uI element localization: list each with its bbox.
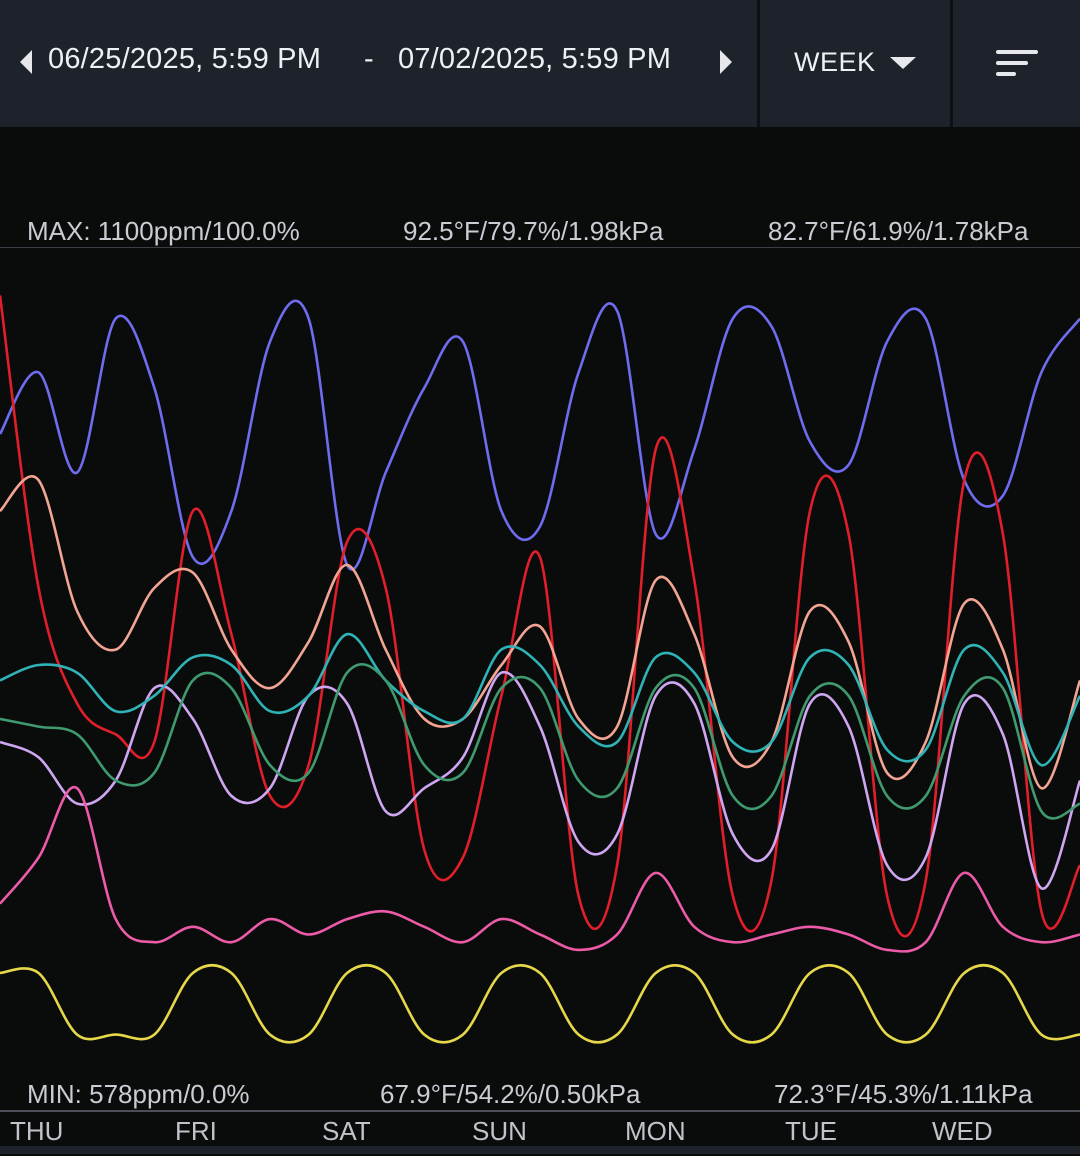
chevron-right-icon[interactable] [720, 50, 732, 74]
day-label-wed: WED [932, 1116, 993, 1146]
range-end-date[interactable]: 07/02/2025, 5:59 PM [398, 43, 672, 75]
series-line-1 [0, 299, 1080, 571]
range-separator: - [364, 43, 374, 75]
day-label-mon: MON [625, 1116, 686, 1146]
max-baseline [0, 247, 1080, 248]
day-axis: THU FRI SAT SUN MON TUE WED [0, 1110, 1080, 1156]
min-label-1: MIN: 578ppm/0.0% [27, 1079, 250, 1109]
series-line-5 [0, 632, 1080, 767]
day-label-thu: THU [10, 1116, 64, 1146]
max-label-1: MAX: 1100ppm/100.0% [27, 216, 300, 246]
sort-menu-button[interactable] [953, 0, 1080, 127]
series-line-6 [0, 663, 1080, 820]
series-line-8 [0, 963, 1080, 1044]
top-bar: 06/25/2025, 5:59 PM - 07/02/2025, 5:59 P… [0, 0, 1080, 127]
period-dropdown[interactable]: WEEK [760, 0, 950, 127]
min-label-3: 72.3°F/45.3%/1.11kPa [774, 1079, 1033, 1109]
date-range: 06/25/2025, 5:59 PM - 07/02/2025, 5:59 P… [0, 0, 757, 127]
day-label-tue: TUE [785, 1116, 837, 1146]
day-label-sat: SAT [322, 1116, 371, 1146]
day-label-sun: SUN [472, 1116, 527, 1146]
divider [757, 0, 760, 127]
series-line-3 [0, 475, 1080, 790]
range-start-date[interactable]: 06/25/2025, 5:59 PM [48, 43, 322, 75]
series-line-2 [0, 295, 1080, 938]
day-axis-bottom [0, 1146, 1080, 1154]
sort-menu-icon [996, 50, 1040, 78]
series-line-7 [0, 785, 1080, 953]
max-label-2: 92.5°F/79.7%/1.98kPa [403, 216, 664, 246]
series-line-4 [0, 670, 1080, 890]
chevron-left-icon[interactable] [20, 50, 32, 74]
period-label: WEEK [794, 47, 876, 77]
min-label-2: 67.9°F/54.2%/0.50kPa [380, 1079, 641, 1109]
divider [950, 0, 953, 127]
caret-down-icon [890, 57, 916, 69]
max-label-3: 82.7°F/61.9%/1.78kPa [768, 216, 1029, 246]
day-label-fri: FRI [175, 1116, 217, 1146]
